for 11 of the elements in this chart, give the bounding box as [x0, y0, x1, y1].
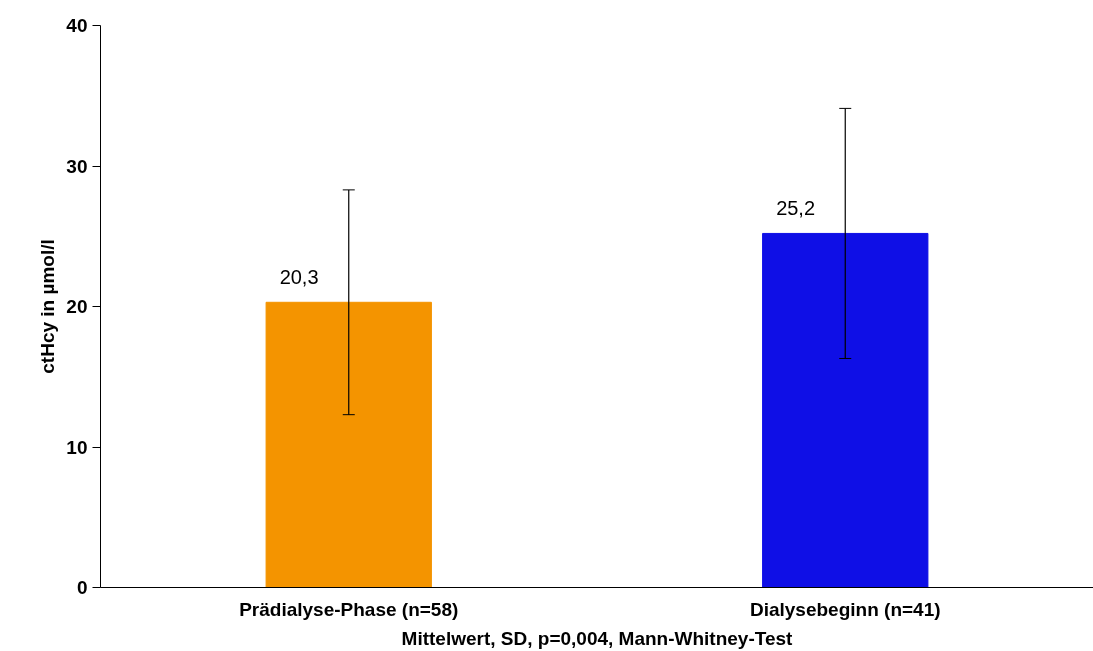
- x-tick-label: Dialysebeginn (n=41): [749, 598, 941, 620]
- x-axis-title: Mittelwert, SD, p=0,004, Mann-Whitney-Test: [401, 627, 794, 649]
- y-axis-title: ctHcy in µmol/l: [37, 239, 59, 374]
- y-tick-label: 20: [66, 296, 88, 317]
- y-tick-label: 10: [66, 436, 88, 458]
- data-label: 20,3: [279, 266, 319, 289]
- x-tick-label: Prädialyse-Phase (n=58): [239, 598, 459, 620]
- y-tick-label: 30: [66, 155, 88, 177]
- data-label: 25,2: [776, 197, 816, 220]
- y-tick-label: 0: [76, 577, 88, 598]
- y-tick-label: 40: [66, 15, 88, 36]
